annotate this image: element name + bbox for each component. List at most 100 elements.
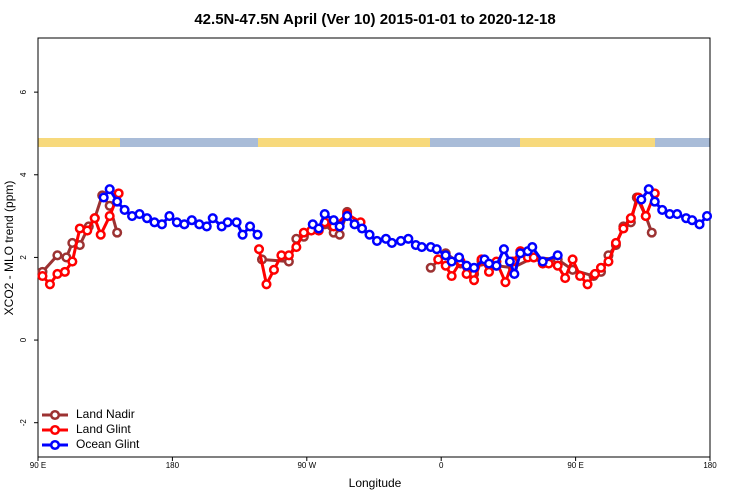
data-point [425, 262, 436, 273]
series-line [41, 192, 657, 289]
data-point [237, 229, 248, 240]
x-axis-label: Longitude [349, 476, 402, 490]
data-point [560, 273, 571, 284]
data-point [640, 211, 651, 222]
data-point [527, 242, 538, 253]
data-point [252, 229, 263, 240]
data-point [694, 219, 705, 230]
data-point [207, 213, 218, 224]
data-point [164, 211, 175, 222]
y-axis-label: XCO2 - MLO trend (ppm) [2, 181, 16, 316]
x-tick-label: 180 [703, 461, 717, 470]
y-tick-label: 2 [19, 255, 28, 260]
data-point [52, 250, 63, 261]
y-tick-label: 6 [19, 89, 28, 94]
legend-label: Land Glint [76, 422, 131, 436]
data-point [603, 256, 614, 267]
data-point [37, 270, 48, 282]
data-point [82, 225, 93, 236]
data-point [431, 244, 442, 255]
data-point [179, 219, 190, 230]
data-point [491, 260, 502, 271]
data-point [89, 213, 100, 224]
x-tick-label: 90 E [567, 461, 583, 470]
data-point [141, 213, 153, 224]
data-point [625, 213, 636, 224]
data-point [291, 242, 302, 253]
y-tick-label: -2 [19, 419, 28, 427]
data-point [433, 254, 444, 265]
data-point [509, 268, 520, 279]
data-point [342, 211, 353, 222]
data-point [575, 270, 586, 282]
data-point [357, 223, 368, 234]
data-point [582, 279, 593, 290]
data-point [67, 256, 78, 267]
data-point [95, 229, 106, 240]
data-point [567, 254, 578, 265]
data-point [98, 192, 109, 203]
surface-strip [38, 138, 710, 147]
data-point [245, 221, 256, 232]
data-point [104, 184, 115, 195]
x-tick-label: 180 [166, 461, 180, 470]
data-point [672, 208, 683, 220]
data-point [268, 264, 279, 275]
data-point [469, 275, 480, 286]
data-point [446, 256, 457, 267]
data-point [483, 266, 495, 277]
chart-title: 42.5N-47.5N April (Ver 10) 2015-01-01 to… [194, 11, 555, 28]
data-point [537, 256, 548, 267]
data-point [44, 279, 55, 290]
data-point [261, 279, 272, 290]
x-tick-label: 90 E [30, 461, 46, 470]
data-point [201, 221, 212, 232]
data-point [283, 250, 294, 261]
x-tick-label: 90 W [297, 461, 316, 470]
data-point [636, 194, 647, 205]
data-point [646, 227, 657, 238]
data-point [231, 217, 242, 228]
data-point [618, 223, 629, 234]
data-point [701, 211, 713, 222]
data-point [134, 208, 145, 220]
data-point [595, 262, 607, 273]
data-point [328, 215, 339, 226]
data-point [643, 184, 654, 195]
data-point [461, 268, 472, 279]
data-point [416, 242, 427, 253]
data-point [253, 244, 265, 255]
data-point [156, 219, 167, 230]
data-point [112, 196, 123, 207]
data-point [500, 277, 511, 288]
data-point [657, 204, 668, 215]
data-point [112, 227, 123, 238]
data-point [386, 237, 397, 249]
data-point [222, 217, 233, 228]
legend-label: Land Nadir [76, 407, 135, 421]
data-point [403, 233, 414, 244]
data-point [446, 270, 457, 282]
data-point [589, 268, 601, 279]
data-point [552, 260, 563, 271]
legend-marker [49, 439, 61, 451]
data-point [186, 215, 197, 226]
data-point [59, 266, 70, 277]
data-point [119, 204, 130, 215]
data-point [687, 215, 698, 226]
data-point [649, 196, 660, 207]
data-point [113, 188, 124, 199]
y-tick-label: 0 [19, 337, 28, 342]
legend-marker [49, 424, 61, 436]
data-point [469, 262, 480, 273]
data-point [319, 208, 330, 220]
data-point [504, 256, 515, 267]
data-point [440, 250, 451, 261]
data-point [349, 219, 360, 230]
legend-label: Ocean Glint [76, 437, 140, 451]
data-point [454, 252, 465, 263]
data-point [364, 229, 375, 240]
data-point [552, 250, 563, 261]
data-point [334, 229, 345, 240]
